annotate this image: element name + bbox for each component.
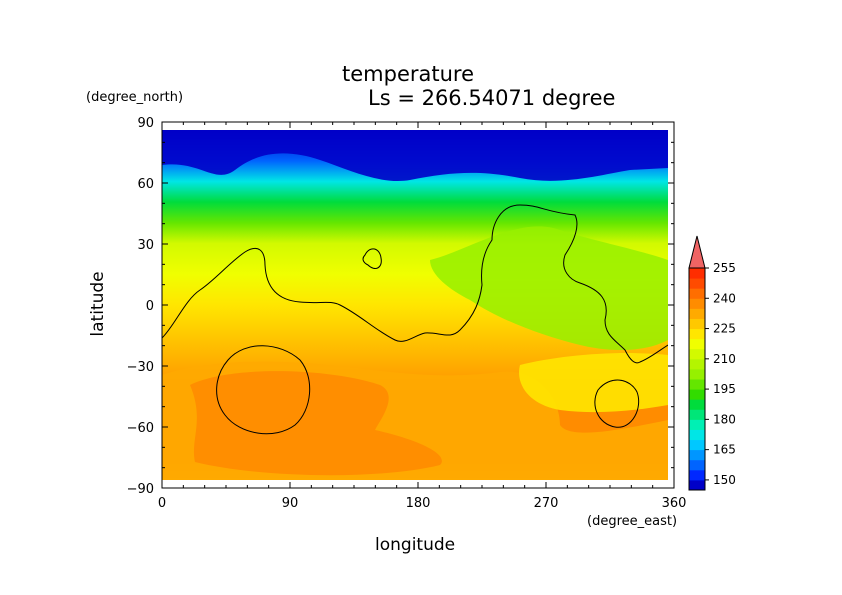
x-tick-label: 180 xyxy=(406,496,431,511)
colorbar-label: 240 xyxy=(713,291,736,305)
colorbar-label: 165 xyxy=(713,443,736,457)
southeast-yellow-region xyxy=(519,353,668,413)
x-tick-label: 90 xyxy=(282,496,299,511)
colorbar-swatch xyxy=(689,348,705,360)
contour-lines xyxy=(162,204,668,435)
colorbar-swatch xyxy=(689,368,705,380)
east-green-region xyxy=(430,226,668,350)
colorbar-swatch xyxy=(689,288,705,299)
y-tick-label: 90 xyxy=(137,116,154,131)
colorbar-swatch xyxy=(689,459,705,471)
colorbar-swatch xyxy=(689,379,705,390)
x-axis-units: (degree_east) xyxy=(587,514,678,529)
x-tick-label: 0 xyxy=(158,496,166,511)
contour-loop-small xyxy=(362,248,382,269)
colorbar-swatch xyxy=(689,399,705,410)
colorbar-swatch xyxy=(689,409,705,420)
colorbar-label: 180 xyxy=(713,412,736,426)
x-axis-label: longitude xyxy=(375,535,456,555)
y-tick-label: 30 xyxy=(137,238,154,253)
colorbar-swatch xyxy=(689,308,705,319)
colorbar-swatch xyxy=(689,389,705,400)
colorbar-label: 255 xyxy=(713,261,736,275)
colorbar-label: 210 xyxy=(713,352,736,366)
chart-subtitle: Ls = 266.54071 degree xyxy=(368,86,616,110)
colorbar: 150 165 180 195 210 225 240 255 xyxy=(688,235,736,491)
colorbar-swatch xyxy=(689,429,705,441)
chart-title: temperature xyxy=(342,62,474,86)
colorbar-extend-arrow xyxy=(688,235,706,269)
colorbar-swatch xyxy=(689,358,705,370)
south-hot-region xyxy=(190,371,442,476)
field-structure xyxy=(162,130,668,480)
colorbar-swatch xyxy=(689,469,705,481)
contour-loop-southeast xyxy=(594,379,639,428)
y-tick-label: 60 xyxy=(137,177,154,192)
y-tick-label: −90 xyxy=(127,482,154,497)
colorbar-frame xyxy=(688,267,706,491)
colorbar-swatch xyxy=(689,419,705,430)
colorbar-swatch xyxy=(689,278,705,289)
contour-line-main xyxy=(162,204,668,364)
colorbar-swatch xyxy=(689,338,705,350)
axis-ticks xyxy=(161,121,675,489)
colorbar-swatch xyxy=(689,479,705,491)
colorbar-swatch xyxy=(689,328,705,340)
y-tick-label: 0 xyxy=(146,299,154,314)
colorbar-swatch xyxy=(689,449,705,461)
north-wave-band xyxy=(162,130,668,181)
colorbar-swatch xyxy=(689,268,705,279)
colorbar-label: 150 xyxy=(713,473,736,487)
axis-tick-labels: 0 90 180 270 360 90 60 30 0 −30 −60 −90 xyxy=(127,116,687,511)
colorbar-label: 225 xyxy=(713,322,736,336)
colorbar-label: 195 xyxy=(713,382,736,396)
contour-loop-southwest xyxy=(216,345,311,435)
y-tick-label: −30 xyxy=(127,360,154,375)
x-tick-label: 360 xyxy=(662,496,687,511)
colorbar-swatch xyxy=(689,298,705,309)
y-tick-label: −60 xyxy=(127,421,154,436)
colorbar-swatch xyxy=(689,439,705,451)
x-tick-label: 270 xyxy=(534,496,559,511)
y-axis-units: (degree_north) xyxy=(86,90,184,105)
colorbar-swatch xyxy=(689,318,705,330)
